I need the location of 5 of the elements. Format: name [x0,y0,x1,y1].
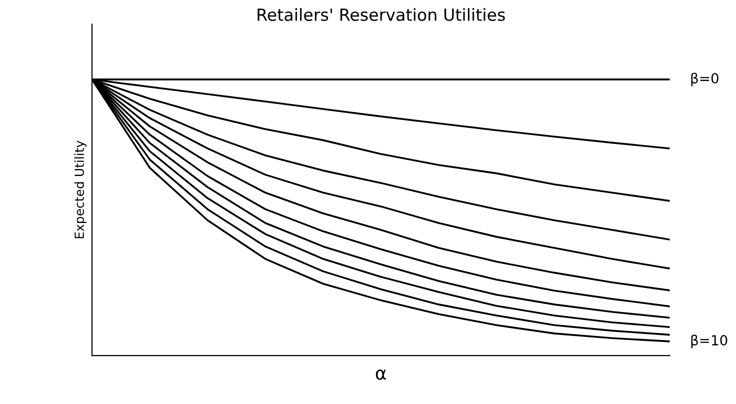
series-label: β=0 [691,72,718,86]
y-axis-title: Expected Utility [74,140,86,238]
x-axis-title: α [376,370,386,380]
series-label: β=10 [691,334,728,348]
chart-title: Retailers' Reservation Utilities [258,8,505,22]
